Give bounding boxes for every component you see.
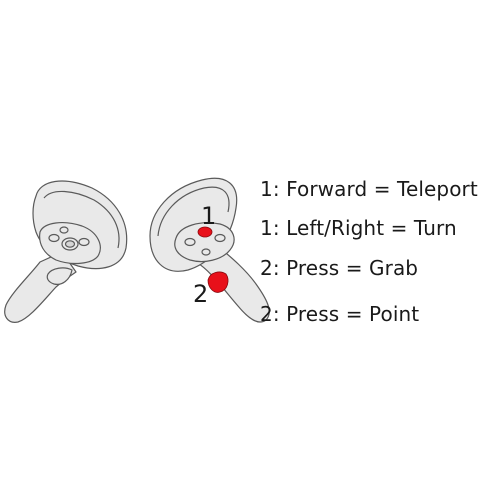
instruction-turn: 1: Left/Right = Turn: [260, 216, 457, 240]
left-trigger: [46, 267, 73, 285]
right-controller: [149, 177, 270, 323]
right-button-a: [184, 237, 196, 247]
marker-1-label: 1: [201, 202, 217, 230]
left-controller: [4, 180, 128, 323]
right-button-b: [214, 233, 226, 243]
left-button-menu: [59, 226, 69, 234]
instruction-teleport: 1: Forward = Teleport: [260, 177, 478, 201]
instruction-grab: 2: Press = Grab: [260, 256, 419, 280]
left-button-b: [78, 237, 90, 247]
instruction-point: 2: Press = Point: [260, 302, 420, 326]
right-controller-handle: [195, 247, 270, 323]
thumbstick-highlight: [197, 226, 213, 238]
right-controller-face: [174, 222, 235, 263]
marker-2-label: 2: [193, 280, 209, 308]
grip-highlight: [207, 271, 229, 293]
right-button-menu: [201, 248, 211, 256]
left-button-a: [48, 233, 60, 243]
